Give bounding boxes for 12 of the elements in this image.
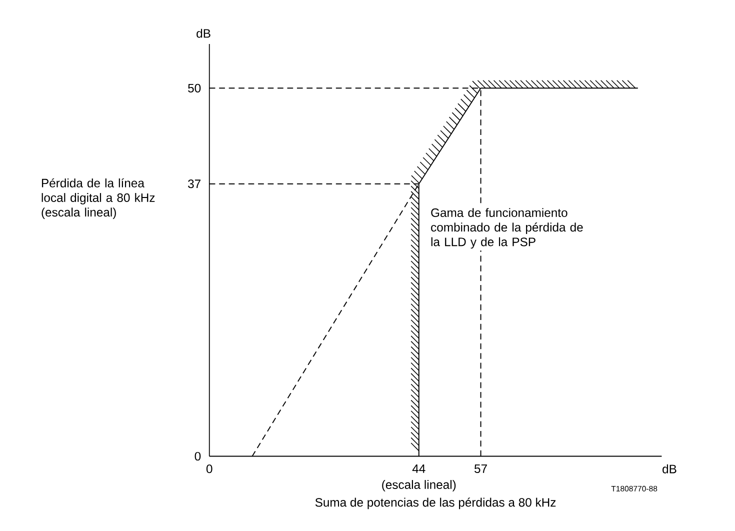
annotation: Gama de funcionamiento combinado de la pérdida de la LLD y de la PSP <box>431 208 583 249</box>
text: (escala lineal) <box>382 480 456 492</box>
y-tick-label: 0 <box>194 452 201 461</box>
y-axis-title: Pérdida de la línea local digital a 80 kHz (escala lineal) <box>42 178 155 220</box>
text: dB <box>662 464 676 474</box>
x-tick-label: 0 <box>206 464 212 474</box>
text: dB <box>196 29 210 38</box>
x-tick-label: 57 <box>474 464 487 474</box>
x-tick-label: 44 <box>412 464 426 474</box>
y-tick-label: 37 <box>188 180 200 188</box>
y-tick-label: 50 <box>188 84 201 93</box>
x-axis-title: Suma de potencias de las pérdidas a 80 kHz <box>315 498 556 510</box>
